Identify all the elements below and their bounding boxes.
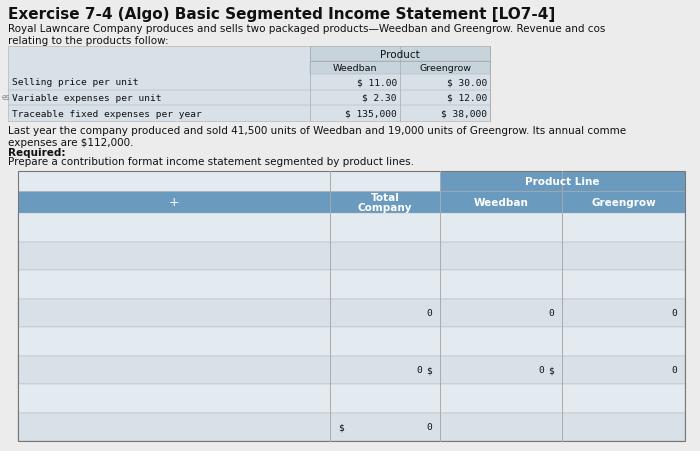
Text: $ 38,000: $ 38,000: [441, 110, 487, 119]
Text: $ 2.30: $ 2.30: [363, 94, 397, 103]
Text: $ 11.00: $ 11.00: [357, 78, 397, 87]
Text: $: $: [548, 365, 554, 374]
Bar: [18, 242, 685, 271]
Bar: [440, 172, 685, 192]
Bar: [310, 62, 490, 75]
Text: Last year the company produced and sold 41,500 units of Weedban and 19,000 units: Last year the company produced and sold …: [8, 126, 626, 147]
Text: Selling price per unit: Selling price per unit: [12, 78, 139, 87]
Text: $ 12.00: $ 12.00: [447, 94, 487, 103]
Text: Royal Lawncare Company produces and sells two packaged products—Weedban and Gree: Royal Lawncare Company produces and sell…: [8, 24, 606, 46]
Text: $ 135,000: $ 135,000: [345, 110, 397, 119]
Text: es: es: [2, 92, 10, 101]
Bar: [18, 299, 685, 327]
Text: 0: 0: [426, 308, 432, 318]
Text: Weedban: Weedban: [332, 64, 377, 73]
Bar: [18, 271, 685, 299]
Text: $: $: [426, 365, 432, 374]
Bar: [18, 192, 685, 213]
Text: Required:: Required:: [8, 147, 66, 158]
Bar: [18, 172, 685, 441]
Text: $ 30.00: $ 30.00: [447, 78, 487, 87]
Text: 0: 0: [426, 422, 432, 431]
Text: Total
Company: Total Company: [358, 192, 412, 213]
Bar: [18, 327, 685, 356]
Bar: [18, 413, 685, 441]
Text: 0: 0: [416, 365, 422, 374]
Text: Greengrow: Greengrow: [591, 198, 656, 207]
Text: 0: 0: [671, 308, 677, 318]
Text: $: $: [338, 422, 344, 431]
Text: Traceable fixed expenses per year: Traceable fixed expenses per year: [12, 110, 202, 119]
Text: +: +: [169, 196, 179, 209]
Text: Product Line: Product Line: [525, 177, 600, 187]
Bar: [18, 172, 685, 441]
Bar: [310, 47, 490, 62]
Bar: [8, 47, 490, 122]
Bar: [18, 213, 685, 242]
Bar: [18, 384, 685, 413]
Text: 0: 0: [538, 365, 544, 374]
Text: Exercise 7-4 (Algo) Basic Segmented Income Statement [LO7-4]: Exercise 7-4 (Algo) Basic Segmented Inco…: [8, 7, 555, 22]
Text: Prepare a contribution format income statement segmented by product lines.: Prepare a contribution format income sta…: [8, 156, 414, 166]
Text: Variable expenses per unit: Variable expenses per unit: [12, 94, 162, 103]
Text: Weedban: Weedban: [474, 198, 528, 207]
Text: Greengrow: Greengrow: [419, 64, 471, 73]
Text: 0: 0: [548, 308, 554, 318]
Text: Product: Product: [380, 50, 420, 60]
Bar: [18, 356, 685, 384]
Text: 0: 0: [671, 365, 677, 374]
